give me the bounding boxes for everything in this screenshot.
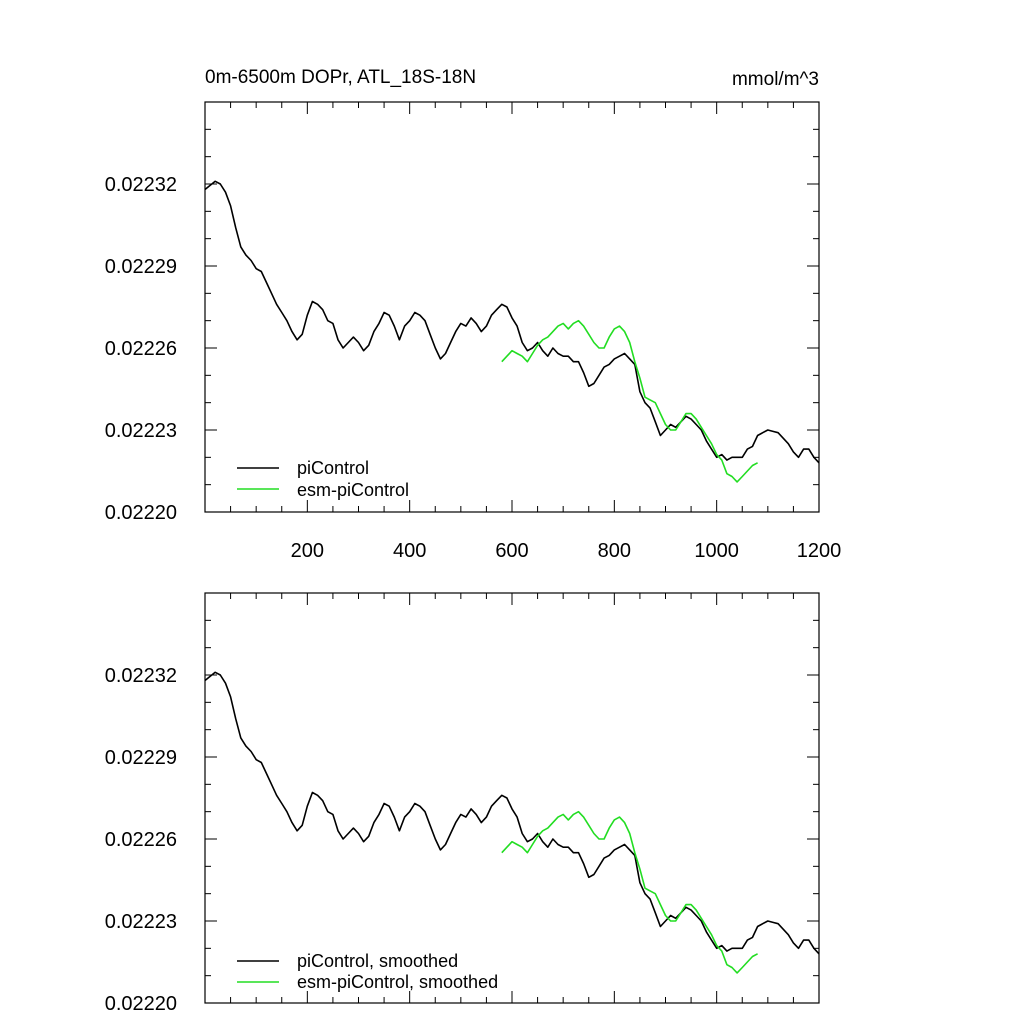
series-line-esm-picontrol (501, 319, 758, 483)
legend-label-picontrol-smoothed: piControl, smoothed (297, 951, 458, 971)
x-tick-label: 400 (393, 540, 426, 562)
y-tick-label: 0.02220 (105, 993, 177, 1015)
legend-raw: piControl esm-piControl (237, 458, 409, 500)
panel-raw: 0m-6500m DOPr, ATL_18S-18N mmol/m^3 0.02… (105, 67, 842, 562)
y-tick-label: 0.02220 (105, 502, 177, 524)
series-line-picontrol (204, 180, 820, 464)
y-tick-label: 0.02229 (105, 747, 177, 769)
units-label: mmol/m^3 (732, 69, 819, 90)
x-tick-label: 1200 (797, 540, 842, 562)
x-tick-label: 600 (495, 540, 528, 562)
y-tick-label: 0.02226 (105, 338, 177, 360)
series-line-esm-picontrol-smoothed (501, 810, 758, 974)
x-tick-label: 800 (598, 540, 631, 562)
y-tick-label: 0.02223 (105, 911, 177, 933)
y-tick-label: 0.02232 (105, 665, 177, 687)
x-tick-label: 1000 (694, 540, 739, 562)
y-tick-label: 0.02226 (105, 829, 177, 851)
legend-label-esm-picontrol: esm-piControl (297, 480, 409, 500)
y-tick-label: 0.02229 (105, 256, 177, 278)
y-tick-label: 0.02232 (105, 174, 177, 196)
chart-title: 0m-6500m DOPr, ATL_18S-18N (205, 67, 476, 88)
x-tick-label: 200 (291, 540, 324, 562)
legend-label-picontrol: piControl (297, 458, 369, 478)
legend-smoothed: piControl, smoothed esm-piControl, smoot… (237, 951, 498, 992)
legend-label-esm-picontrol-smoothed: esm-piControl, smoothed (297, 972, 498, 992)
panel-smoothed: 0.02220 0.02223 0.02226 0.02229 0.02232 piCo… (105, 592, 820, 1015)
series-line-picontrol-smoothed (204, 671, 820, 955)
y-tick-label: 0.02223 (105, 420, 177, 442)
